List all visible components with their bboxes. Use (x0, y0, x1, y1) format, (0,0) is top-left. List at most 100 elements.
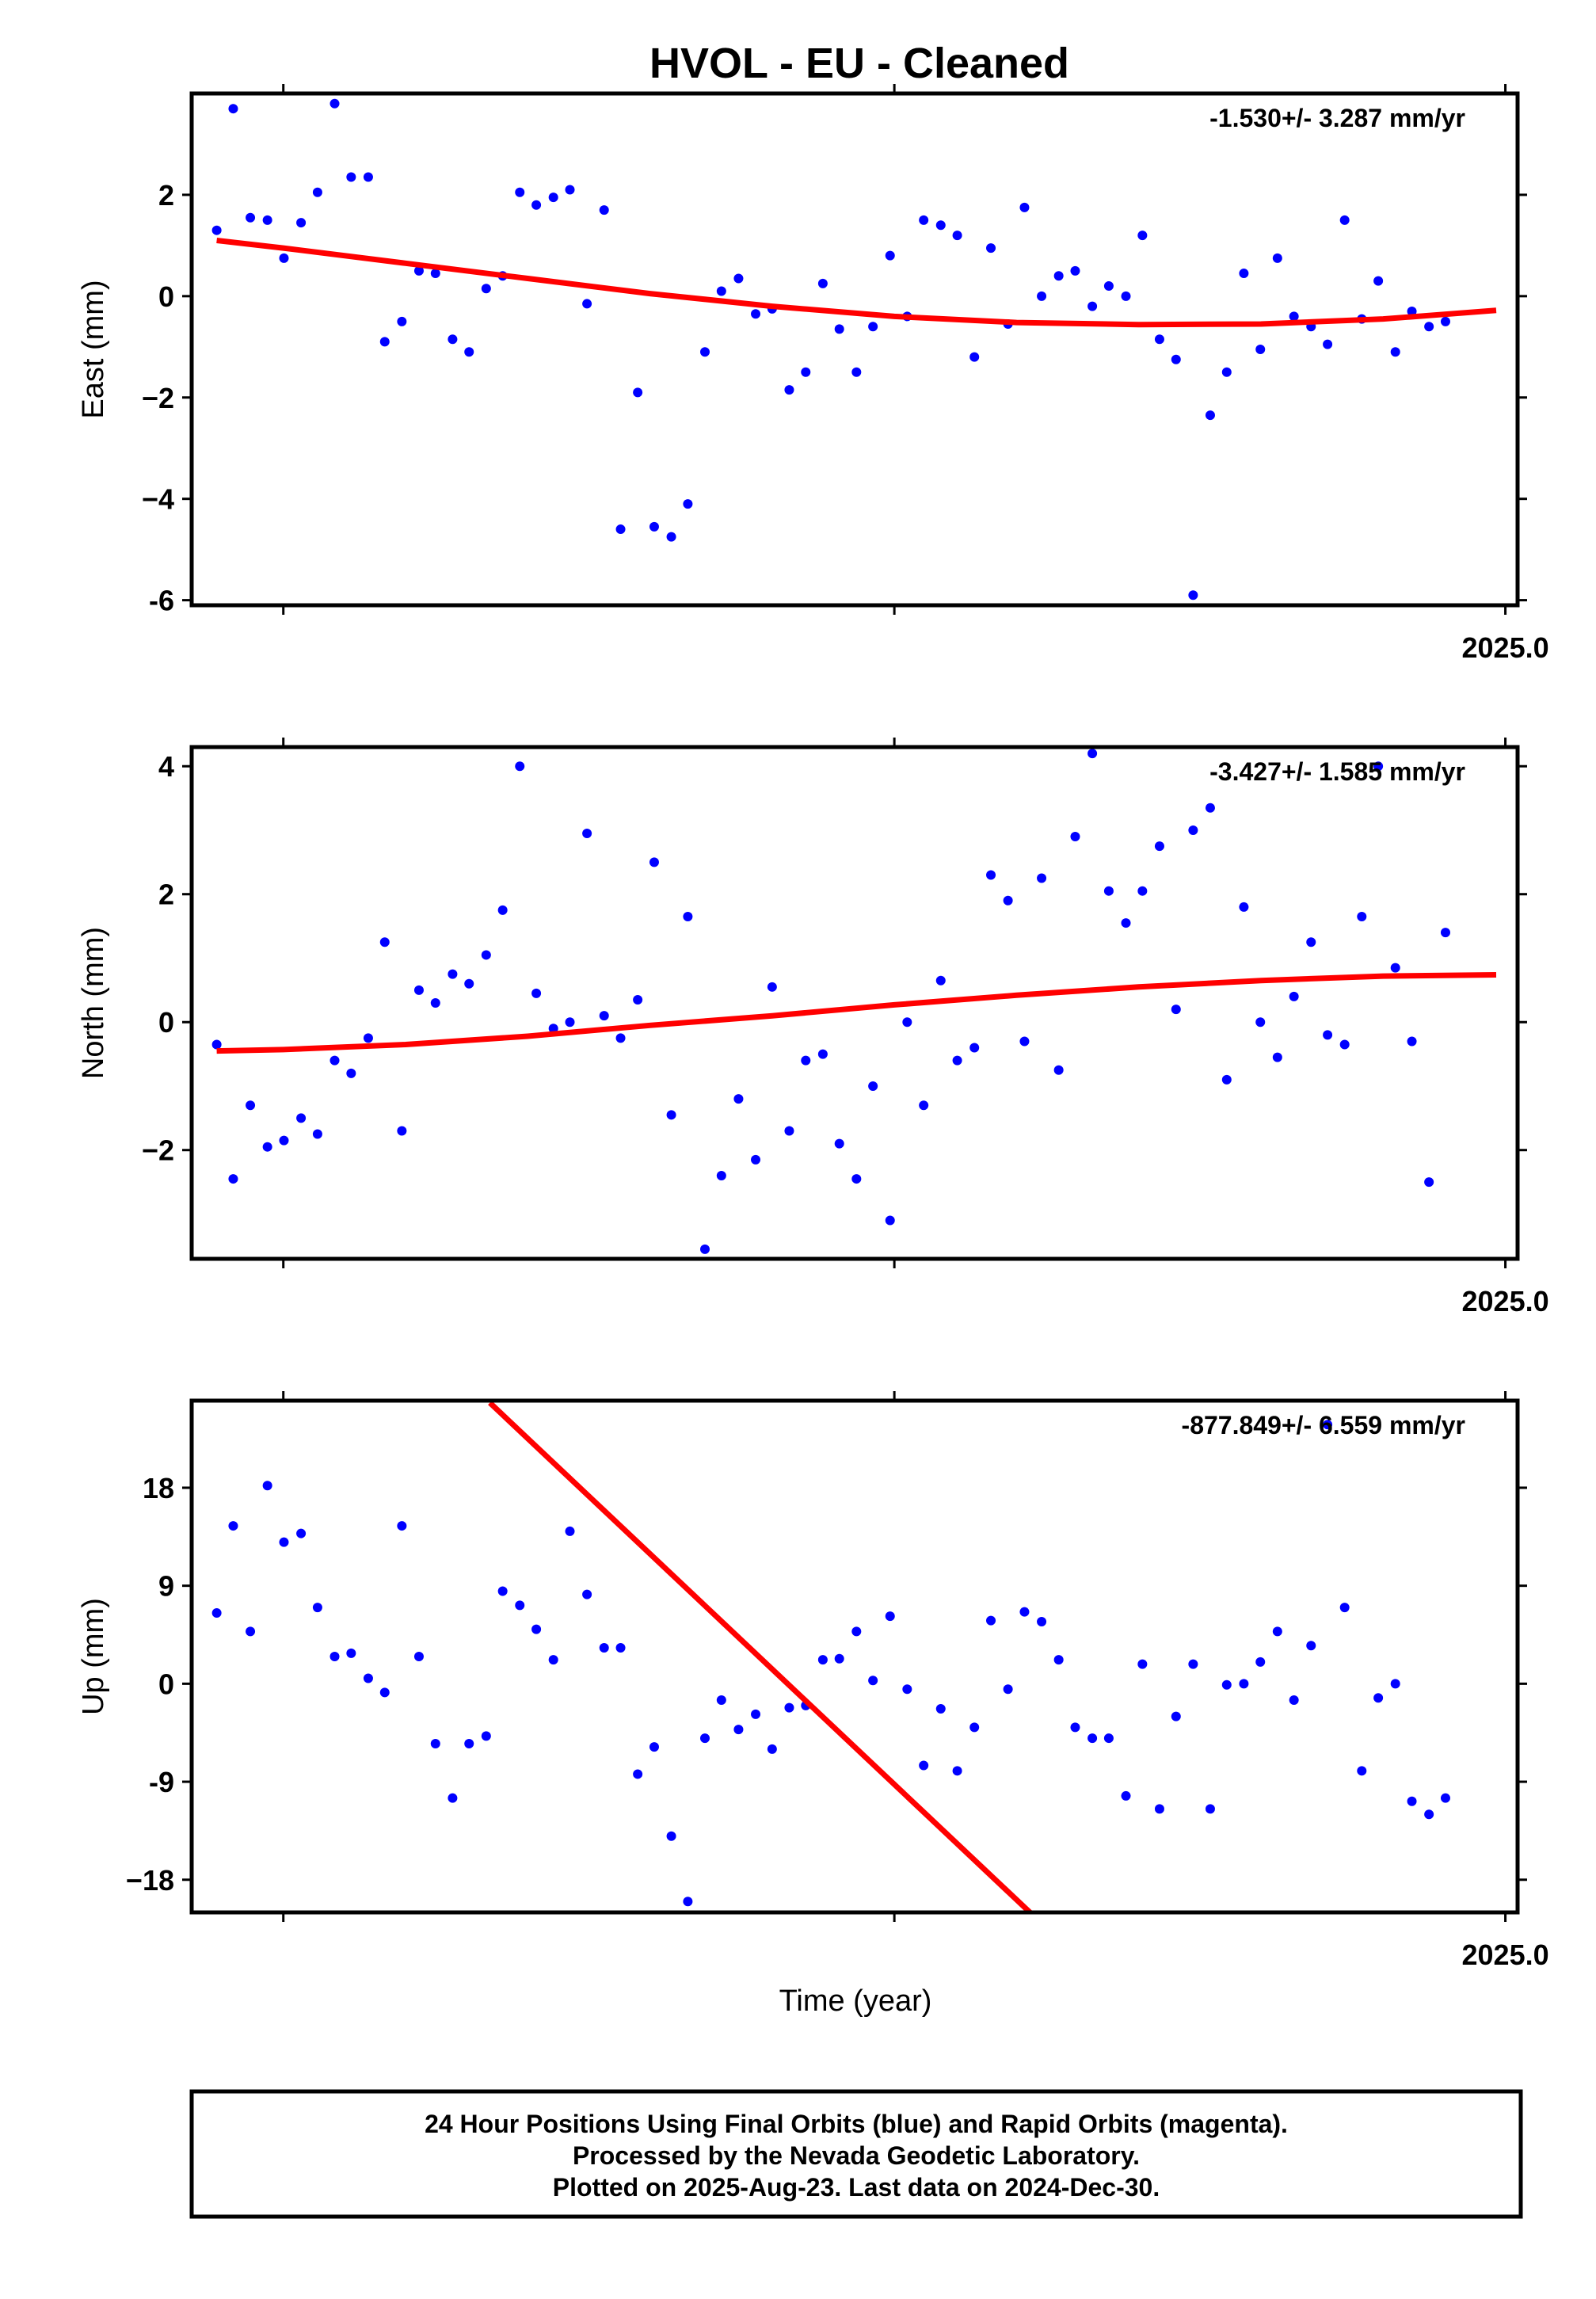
data-point (1491, 0, 1501, 5)
data-point (481, 950, 491, 960)
data-point (935, 975, 946, 986)
rate-label: -3.427+/- 1.585 mm/yr (1209, 757, 1465, 786)
data-point (379, 1687, 390, 1698)
data-point (1087, 1733, 1098, 1744)
data-point (246, 212, 256, 223)
data-point (1221, 1074, 1232, 1085)
data-point (1424, 1177, 1434, 1188)
figure-title: HVOL - EU - Cleaned (649, 40, 1069, 87)
data-point (969, 352, 980, 362)
data-point (481, 284, 491, 294)
data-point (329, 1055, 340, 1066)
data-point (413, 1652, 424, 1661)
data-point (700, 347, 710, 357)
data-point (1070, 1722, 1080, 1733)
x-tick-label: 2025.0 (1462, 1939, 1549, 1971)
data-point (430, 1738, 440, 1748)
data-point (1037, 291, 1047, 301)
data-point (1037, 873, 1047, 883)
data-point (885, 1215, 895, 1226)
data-point (834, 324, 844, 334)
data-point (615, 524, 626, 535)
data-point (935, 1703, 946, 1714)
data-point (329, 1652, 340, 1661)
data-point (515, 187, 525, 197)
data-point (1205, 410, 1215, 421)
data-point (1188, 825, 1198, 835)
footer-line-2: Processed by the Nevada Geodetic Laborat… (573, 2141, 1140, 2170)
data-point (1289, 311, 1299, 322)
data-point (1407, 307, 1417, 317)
data-point (262, 215, 272, 225)
data-point (716, 1171, 726, 1181)
data-point (851, 367, 862, 377)
y-tick-label: -6 (149, 585, 174, 617)
data-point (817, 1049, 828, 1059)
data-point (211, 1039, 222, 1050)
data-point (448, 1793, 458, 1803)
data-point (279, 1537, 289, 1547)
data-point (885, 1611, 895, 1622)
data-point (262, 1481, 272, 1491)
data-point (733, 1094, 744, 1104)
data-point (548, 1655, 558, 1665)
data-point (751, 1154, 761, 1165)
data-point (1103, 281, 1114, 292)
data-point (1272, 1626, 1282, 1637)
data-point (413, 985, 424, 995)
data-point (666, 1831, 676, 1841)
data-point (834, 1653, 844, 1664)
data-point (379, 337, 390, 347)
trend-line (216, 972, 1497, 1054)
data-point (211, 225, 222, 235)
data-point (464, 1738, 474, 1748)
data-point (1491, 0, 1501, 5)
data-point (1154, 841, 1164, 852)
north-panel: −2 0 2 4 2025.0 North (mm) -3.427+/- 1.585 mm/… (77, 738, 1549, 1317)
data-point (817, 278, 828, 288)
data-point (902, 1017, 912, 1027)
data-point (363, 1033, 373, 1043)
data-point (801, 1055, 811, 1066)
data-point (346, 1648, 356, 1658)
data-point (1121, 1790, 1131, 1801)
data-point (246, 1100, 256, 1111)
data-point (430, 269, 440, 279)
data-point (1137, 886, 1148, 896)
data-point (1019, 1607, 1030, 1617)
data-point (1053, 271, 1064, 281)
data-points (211, 749, 1450, 1254)
data-point (363, 1673, 373, 1683)
data-point (885, 250, 895, 261)
data-point (919, 1100, 929, 1111)
y-tick-label: 4 (158, 750, 174, 783)
data-point (969, 1043, 980, 1053)
data-point (986, 243, 996, 254)
plot-frame (189, 91, 1520, 608)
data-point (599, 1011, 609, 1021)
data-point (565, 185, 575, 195)
data-point (1087, 749, 1098, 759)
data-point (1239, 902, 1249, 912)
data-point (1373, 1693, 1384, 1703)
data-point (582, 829, 592, 839)
data-point (1289, 1695, 1299, 1705)
data-point (1188, 1659, 1198, 1669)
data-point (633, 994, 643, 1005)
data-point (1171, 354, 1181, 364)
footer-box: 24 Hour Positions Using Final Orbits (bl… (189, 2089, 1523, 2219)
y-tick-label: 0 (158, 1006, 174, 1039)
data-point (481, 1731, 491, 1741)
data-point (969, 1722, 980, 1733)
data-point (666, 532, 676, 542)
data-point (1440, 1793, 1450, 1803)
data-point (228, 1174, 238, 1184)
y-axis-label: Up (mm) (77, 1598, 110, 1715)
data-point (1440, 928, 1450, 938)
data-point (868, 1081, 878, 1091)
data-point (1390, 347, 1400, 357)
data-point (733, 1725, 744, 1735)
data-point (817, 1655, 828, 1665)
data-point (986, 1615, 996, 1626)
data-point (397, 1126, 407, 1136)
